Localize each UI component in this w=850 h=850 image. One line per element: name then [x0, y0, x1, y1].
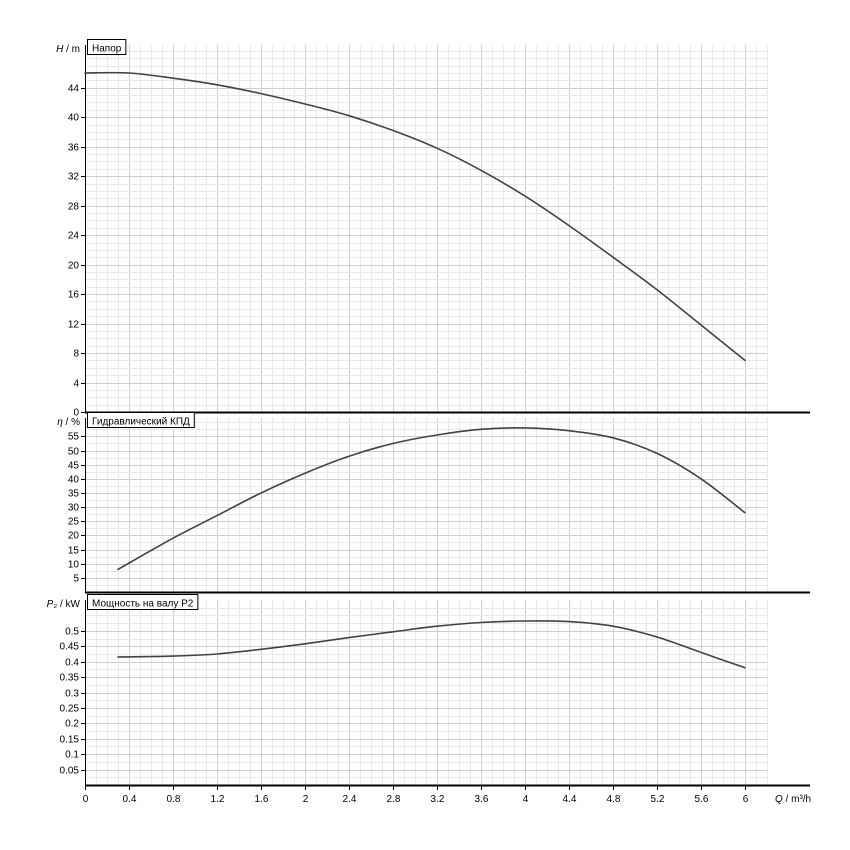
- x-tick-label: 3.2: [431, 794, 445, 805]
- y-tick-label: 50: [68, 447, 80, 458]
- x-tick-label: 1.6: [255, 794, 269, 805]
- y-tick-label: 35: [68, 489, 80, 500]
- panel-1: 0 4 8 12 16 20 24 28 32 36 40 44 H / m Напор: [56, 39, 810, 419]
- y-tick-label: 0: [73, 408, 79, 419]
- x-tick-label: 0.8: [167, 794, 181, 805]
- x-tick-label: 5.2: [651, 794, 665, 805]
- y-tick-label: 12: [68, 320, 80, 331]
- y-tick-label: 40: [68, 113, 80, 124]
- y-tick-label: 10: [68, 560, 80, 571]
- y-tick-label: 4: [73, 379, 79, 390]
- panel-title: Напор: [92, 44, 122, 55]
- y-tick-label: 20: [68, 531, 80, 542]
- y-tick-label: 30: [68, 503, 80, 514]
- x-tick-label: 4.4: [563, 794, 577, 805]
- x-tick-label: 2: [303, 794, 309, 805]
- x-tick-label: 6: [743, 794, 749, 805]
- y-tick-label: 16: [68, 290, 80, 301]
- x-tick-label: 0.4: [123, 794, 137, 805]
- panel-title-box: [87, 39, 127, 55]
- y-tick-label: 0.3: [65, 689, 79, 700]
- panel-grid: [81, 600, 810, 787]
- y-tick-label: 45: [68, 461, 80, 472]
- y-tick-label: 25: [68, 517, 80, 528]
- y-tick-label: 20: [68, 261, 80, 272]
- y-tick-label: 0.45: [60, 642, 80, 653]
- x-axis: 0 0.4 0.8 1.2 1.6 2 2.4 2.8 3.2 3.6 4 4.4 4.8 5.2 5.6 6…: [83, 786, 811, 805]
- panel-title: Гидравлический КПД: [92, 417, 190, 428]
- y-tick-label: 0.2: [65, 719, 79, 730]
- panel-grid: [81, 45, 810, 414]
- y-tick-label: 8: [73, 349, 79, 360]
- x-tick-label: 1.2: [211, 794, 225, 805]
- curve-2: [117, 427, 746, 571]
- y-tick-label: 40: [68, 475, 80, 486]
- y-tick-label: 5: [73, 574, 79, 585]
- x-tick-label: 5.6: [695, 794, 709, 805]
- curve-1: [84, 71, 746, 362]
- x-tick-label: 3.6: [475, 794, 489, 805]
- y-axis-unit: P₂ / kW: [47, 599, 81, 610]
- y-tick-label: 15: [68, 546, 80, 557]
- y-tick-label: 55: [68, 432, 80, 443]
- x-tick-label: 4.8: [607, 794, 621, 805]
- x-tick-label: 2.4: [343, 794, 357, 805]
- y-axis-unit: η / %: [57, 417, 80, 428]
- panel-grid: [81, 418, 810, 594]
- panel-title-box: [87, 594, 199, 610]
- curve-3: [117, 620, 746, 669]
- y-tick-label: 0.35: [60, 673, 80, 684]
- panel-3: 0.05 0.1 0.15 0.2 0.25 0.3 0.35 0.4 0.45 0.5 P₂ / …: [47, 594, 810, 787]
- x-tick-label: 2.8: [387, 794, 401, 805]
- y-tick-label: 28: [68, 202, 80, 213]
- panel-title-box: [87, 412, 195, 428]
- x-tick-label: 4: [523, 794, 529, 805]
- y-tick-label: 24: [68, 231, 80, 242]
- y-tick-label: 44: [68, 84, 80, 95]
- x-tick-label: 0: [83, 794, 89, 805]
- y-tick-label: 0.5: [65, 627, 79, 638]
- y-axis-unit: H / m: [56, 44, 80, 55]
- y-tick-label: 0.25: [60, 704, 80, 715]
- y-tick-label: 0.05: [60, 766, 80, 777]
- y-tick-label: 0.1: [65, 750, 79, 761]
- y-tick-label: 0.4: [65, 658, 79, 669]
- y-tick-label: 36: [68, 143, 80, 154]
- panel-2: 5 10 15 20 25 30 35 40 45 50 55 η / % Гидравлический…: [57, 412, 810, 594]
- y-tick-label: 32: [68, 172, 80, 183]
- x-axis-unit: Q / m³/h: [775, 794, 811, 805]
- panel-title: Мощность на валу P2: [92, 599, 194, 610]
- y-tick-label: 0.15: [60, 735, 80, 746]
